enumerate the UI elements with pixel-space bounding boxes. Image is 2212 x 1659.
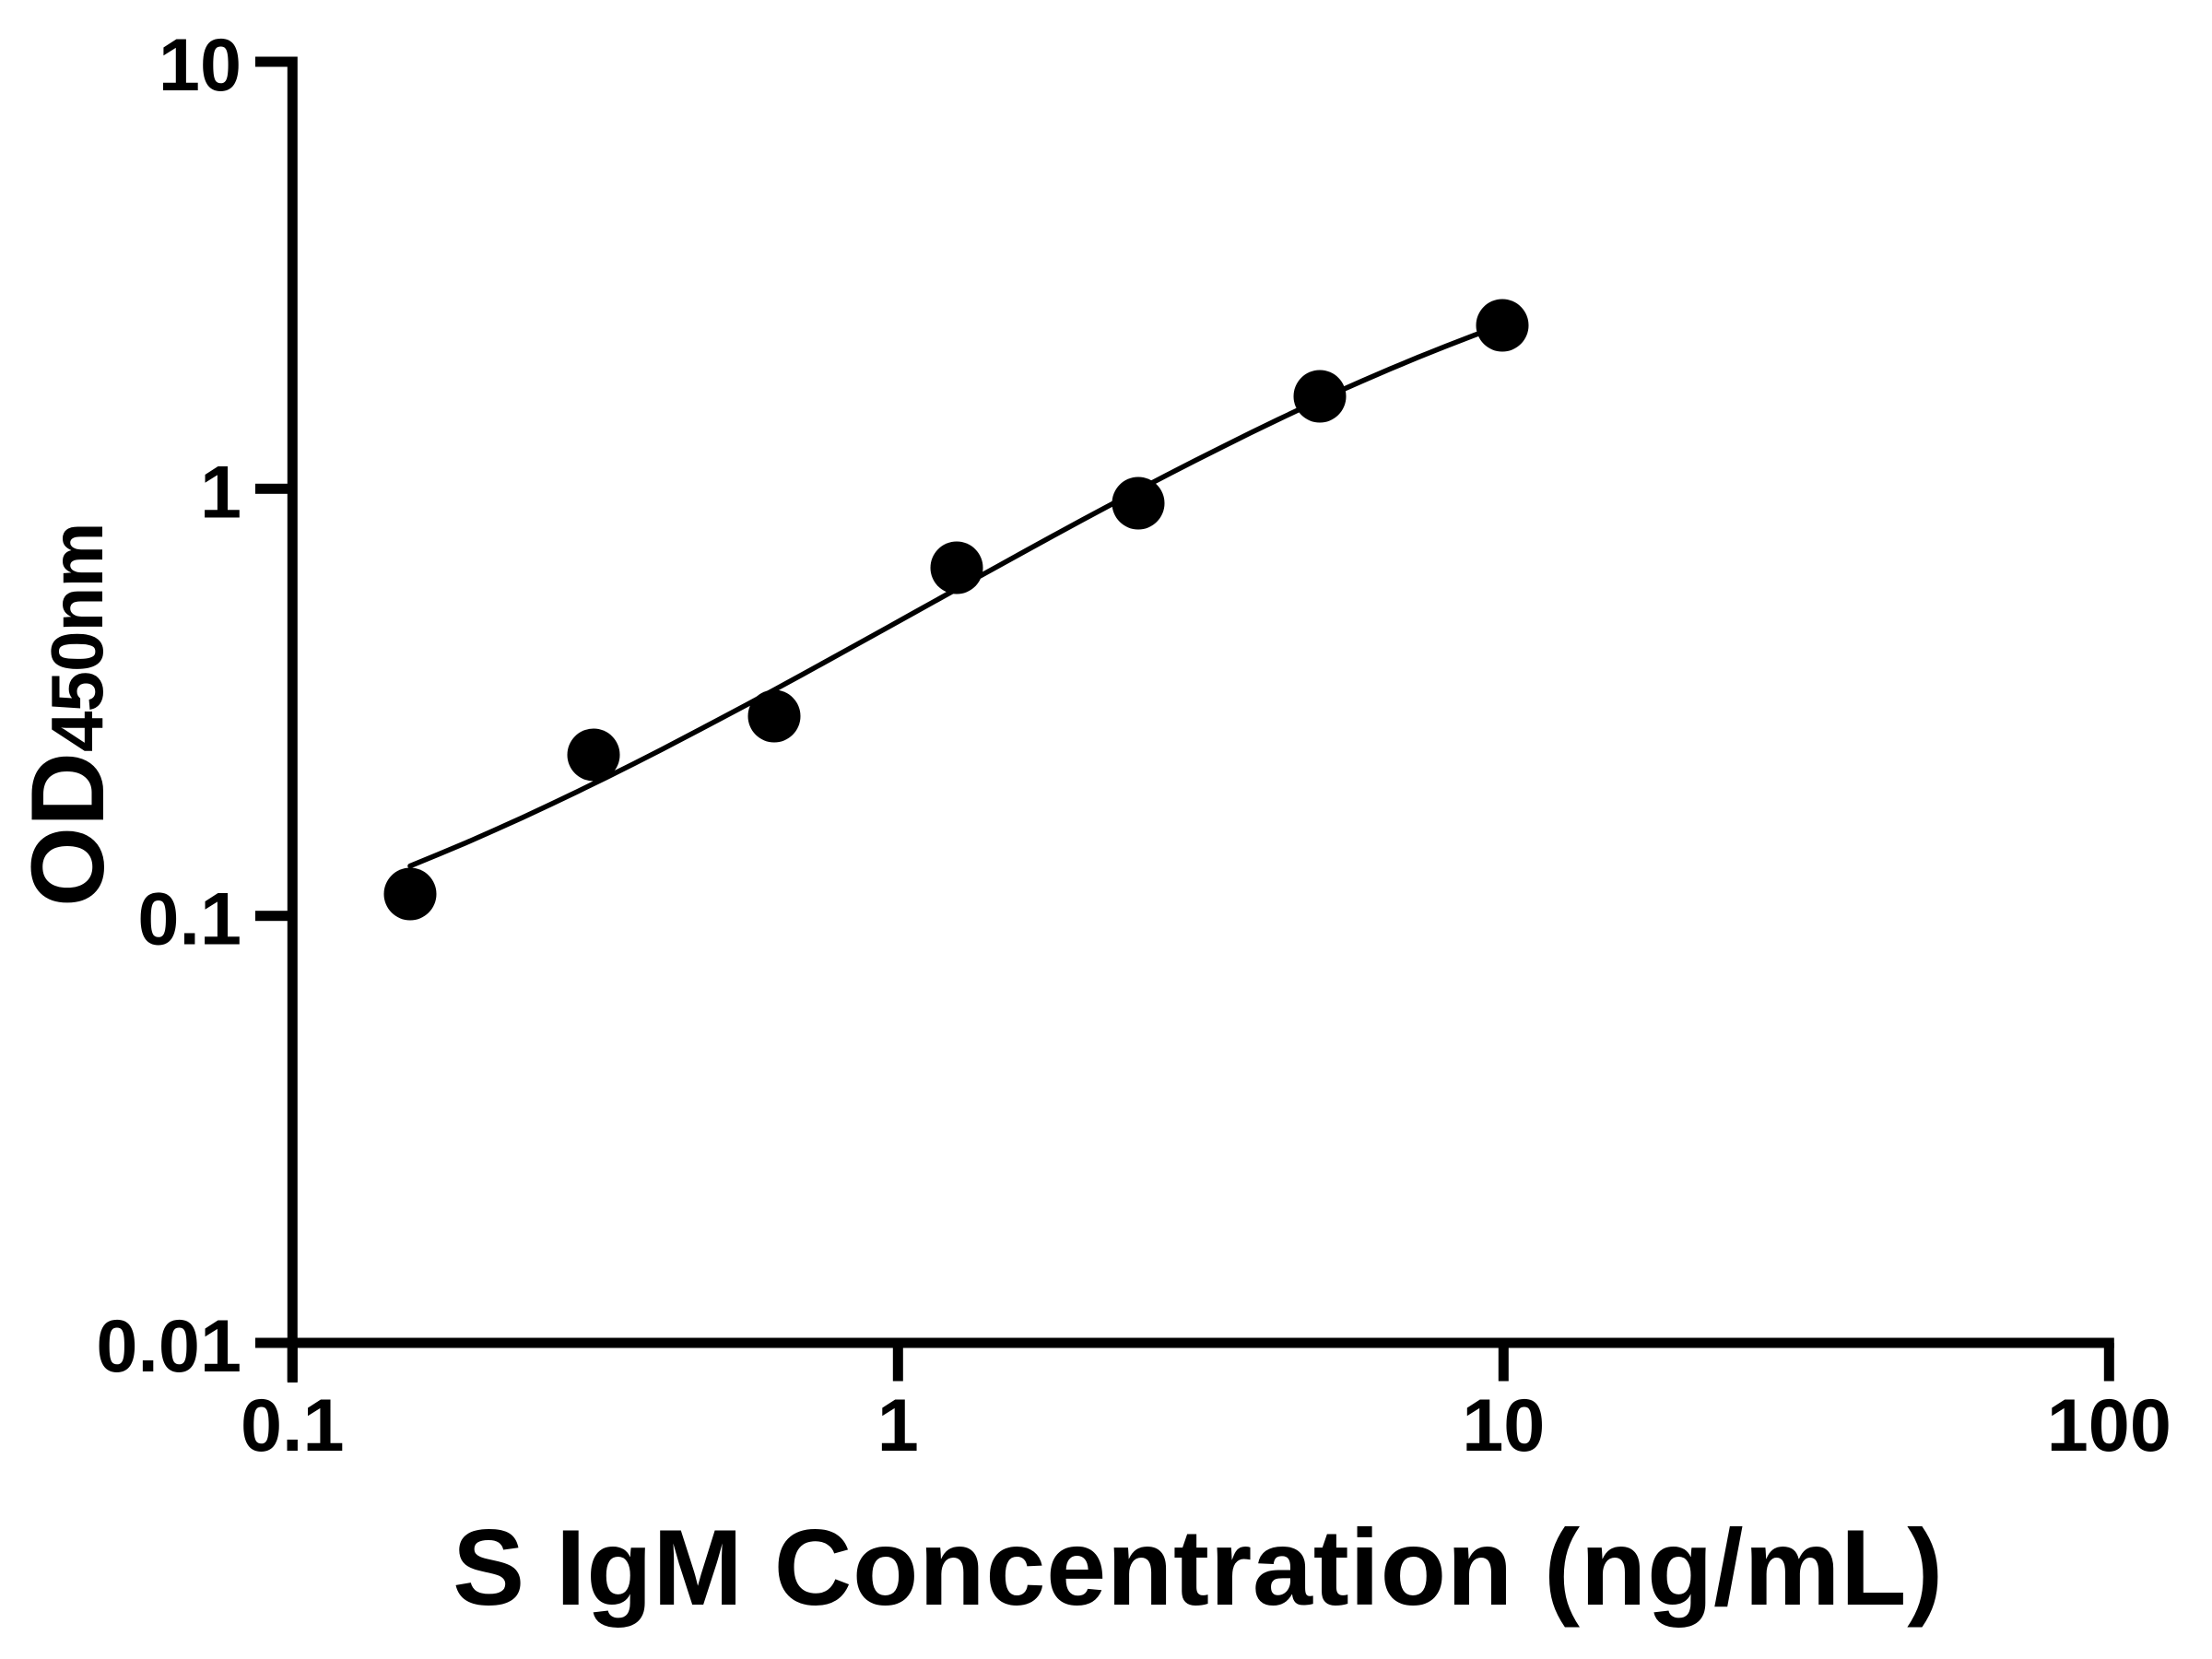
svg-text:10: 10 [159, 24, 241, 107]
svg-text:0.1: 0.1 [137, 878, 241, 961]
svg-text:100: 100 [2047, 1384, 2171, 1467]
svg-text:OD450nm: OD450nm [10, 524, 125, 907]
svg-text:0.1: 0.1 [241, 1384, 345, 1467]
svg-text:1: 1 [877, 1384, 919, 1467]
svg-text:1: 1 [200, 451, 241, 534]
svg-text:10: 10 [1462, 1384, 1545, 1467]
svg-text:0.01: 0.01 [96, 1305, 241, 1388]
svg-text:S IgM Concentration (ng/mL): S IgM Concentration (ng/mL) [453, 1507, 1944, 1628]
